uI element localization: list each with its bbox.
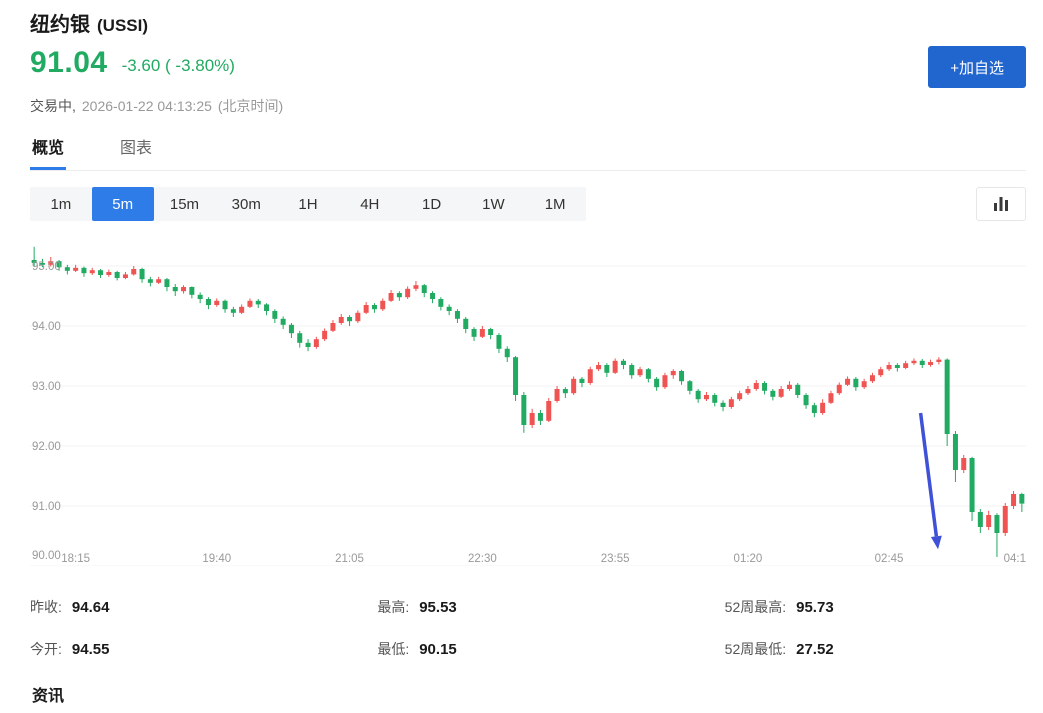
price-row: 91.04 -3.60 ( -3.80%) +加自选 (30, 46, 1026, 88)
trading-status: 交易中, (30, 98, 76, 114)
add-watchlist-button[interactable]: +加自选 (928, 46, 1026, 88)
svg-text:18:15: 18:15 (61, 553, 90, 565)
svg-text:04:1: 04:1 (1004, 553, 1026, 565)
timezone-label: (北京时间) (217, 98, 284, 114)
svg-text:90.00: 90.00 (32, 550, 61, 562)
candlestick-svg: 95.00 94.00 93.00 92.00 91.00 90.00 18:15 19:40… (30, 246, 1026, 566)
tab-chart[interactable]: 图表 (120, 140, 153, 157)
timeframe-selector: 1m 5m 15m 30m 1H 4H 1D 1W 1M (30, 187, 586, 221)
stat-52w-high: 52周最高: 95.73 (724, 599, 834, 616)
timeframe-1m-month[interactable]: 1M (524, 187, 586, 221)
news-section: 资讯 (30, 682, 1026, 713)
status-row: 交易中, 2026-01-22 04:13:25 (北京时间) (30, 96, 1026, 114)
timeframe-4h[interactable]: 4H (339, 187, 401, 221)
timeframe-15m[interactable]: 15m (154, 187, 216, 221)
timeframe-1d[interactable]: 1D (401, 187, 463, 221)
svg-text:91.00: 91.00 (32, 501, 61, 513)
stat-high: 最高: 95.53 (377, 599, 457, 616)
svg-text:22:30: 22:30 (468, 553, 497, 565)
stat-52w-low: 52周最低: 27.52 (724, 641, 834, 658)
svg-text:21:05: 21:05 (335, 553, 364, 565)
instrument-header: 纽约银 (USSI) (30, 8, 1026, 36)
stats-grid: 昨收: 94.64 最高: 95.53 52周最高: 95.73 今开: 94.… (30, 586, 1026, 670)
tab-news[interactable]: 资讯 (30, 682, 66, 713)
svg-text:02:45: 02:45 (875, 553, 904, 565)
svg-text:93.00: 93.00 (32, 381, 61, 393)
svg-text:92.00: 92.00 (32, 441, 61, 453)
tab-overview[interactable]: 概览 (30, 134, 66, 170)
timeframe-30m[interactable]: 30m (215, 187, 277, 221)
last-price: 91.04 (30, 46, 108, 79)
timeframe-1m[interactable]: 1m (30, 187, 92, 221)
timeframe-5m[interactable]: 5m (91, 187, 154, 221)
price-change: -3.60 ( -3.80%) (121, 56, 235, 75)
svg-text:23:55: 23:55 (601, 553, 630, 565)
timeframe-1h[interactable]: 1H (277, 187, 339, 221)
svg-text:95.00: 95.00 (32, 261, 61, 273)
quote-timestamp: 2026-01-22 04:13:25 (81, 98, 212, 114)
chart-style-button[interactable] (976, 187, 1026, 221)
instrument-symbol: (USSI) (97, 16, 148, 35)
section-tabs: 概览 图表 (30, 134, 1026, 171)
bar-chart-icon (994, 197, 1008, 211)
chart-toolbar: 1m 5m 15m 30m 1H 4H 1D 1W 1M (30, 187, 1026, 221)
stat-open: 今开: 94.55 (30, 641, 110, 658)
svg-text:94.00: 94.00 (32, 321, 61, 333)
candlestick-chart[interactable]: 95.00 94.00 93.00 92.00 91.00 90.00 18:15 19:40… (30, 233, 1026, 566)
stat-prev-close: 昨收: 94.64 (30, 599, 110, 616)
instrument-name: 纽约银 (30, 14, 90, 36)
svg-text:19:40: 19:40 (202, 553, 231, 565)
stat-low: 最低: 90.15 (377, 641, 457, 658)
timeframe-1w[interactable]: 1W (462, 187, 524, 221)
svg-text:01:20: 01:20 (734, 553, 763, 565)
